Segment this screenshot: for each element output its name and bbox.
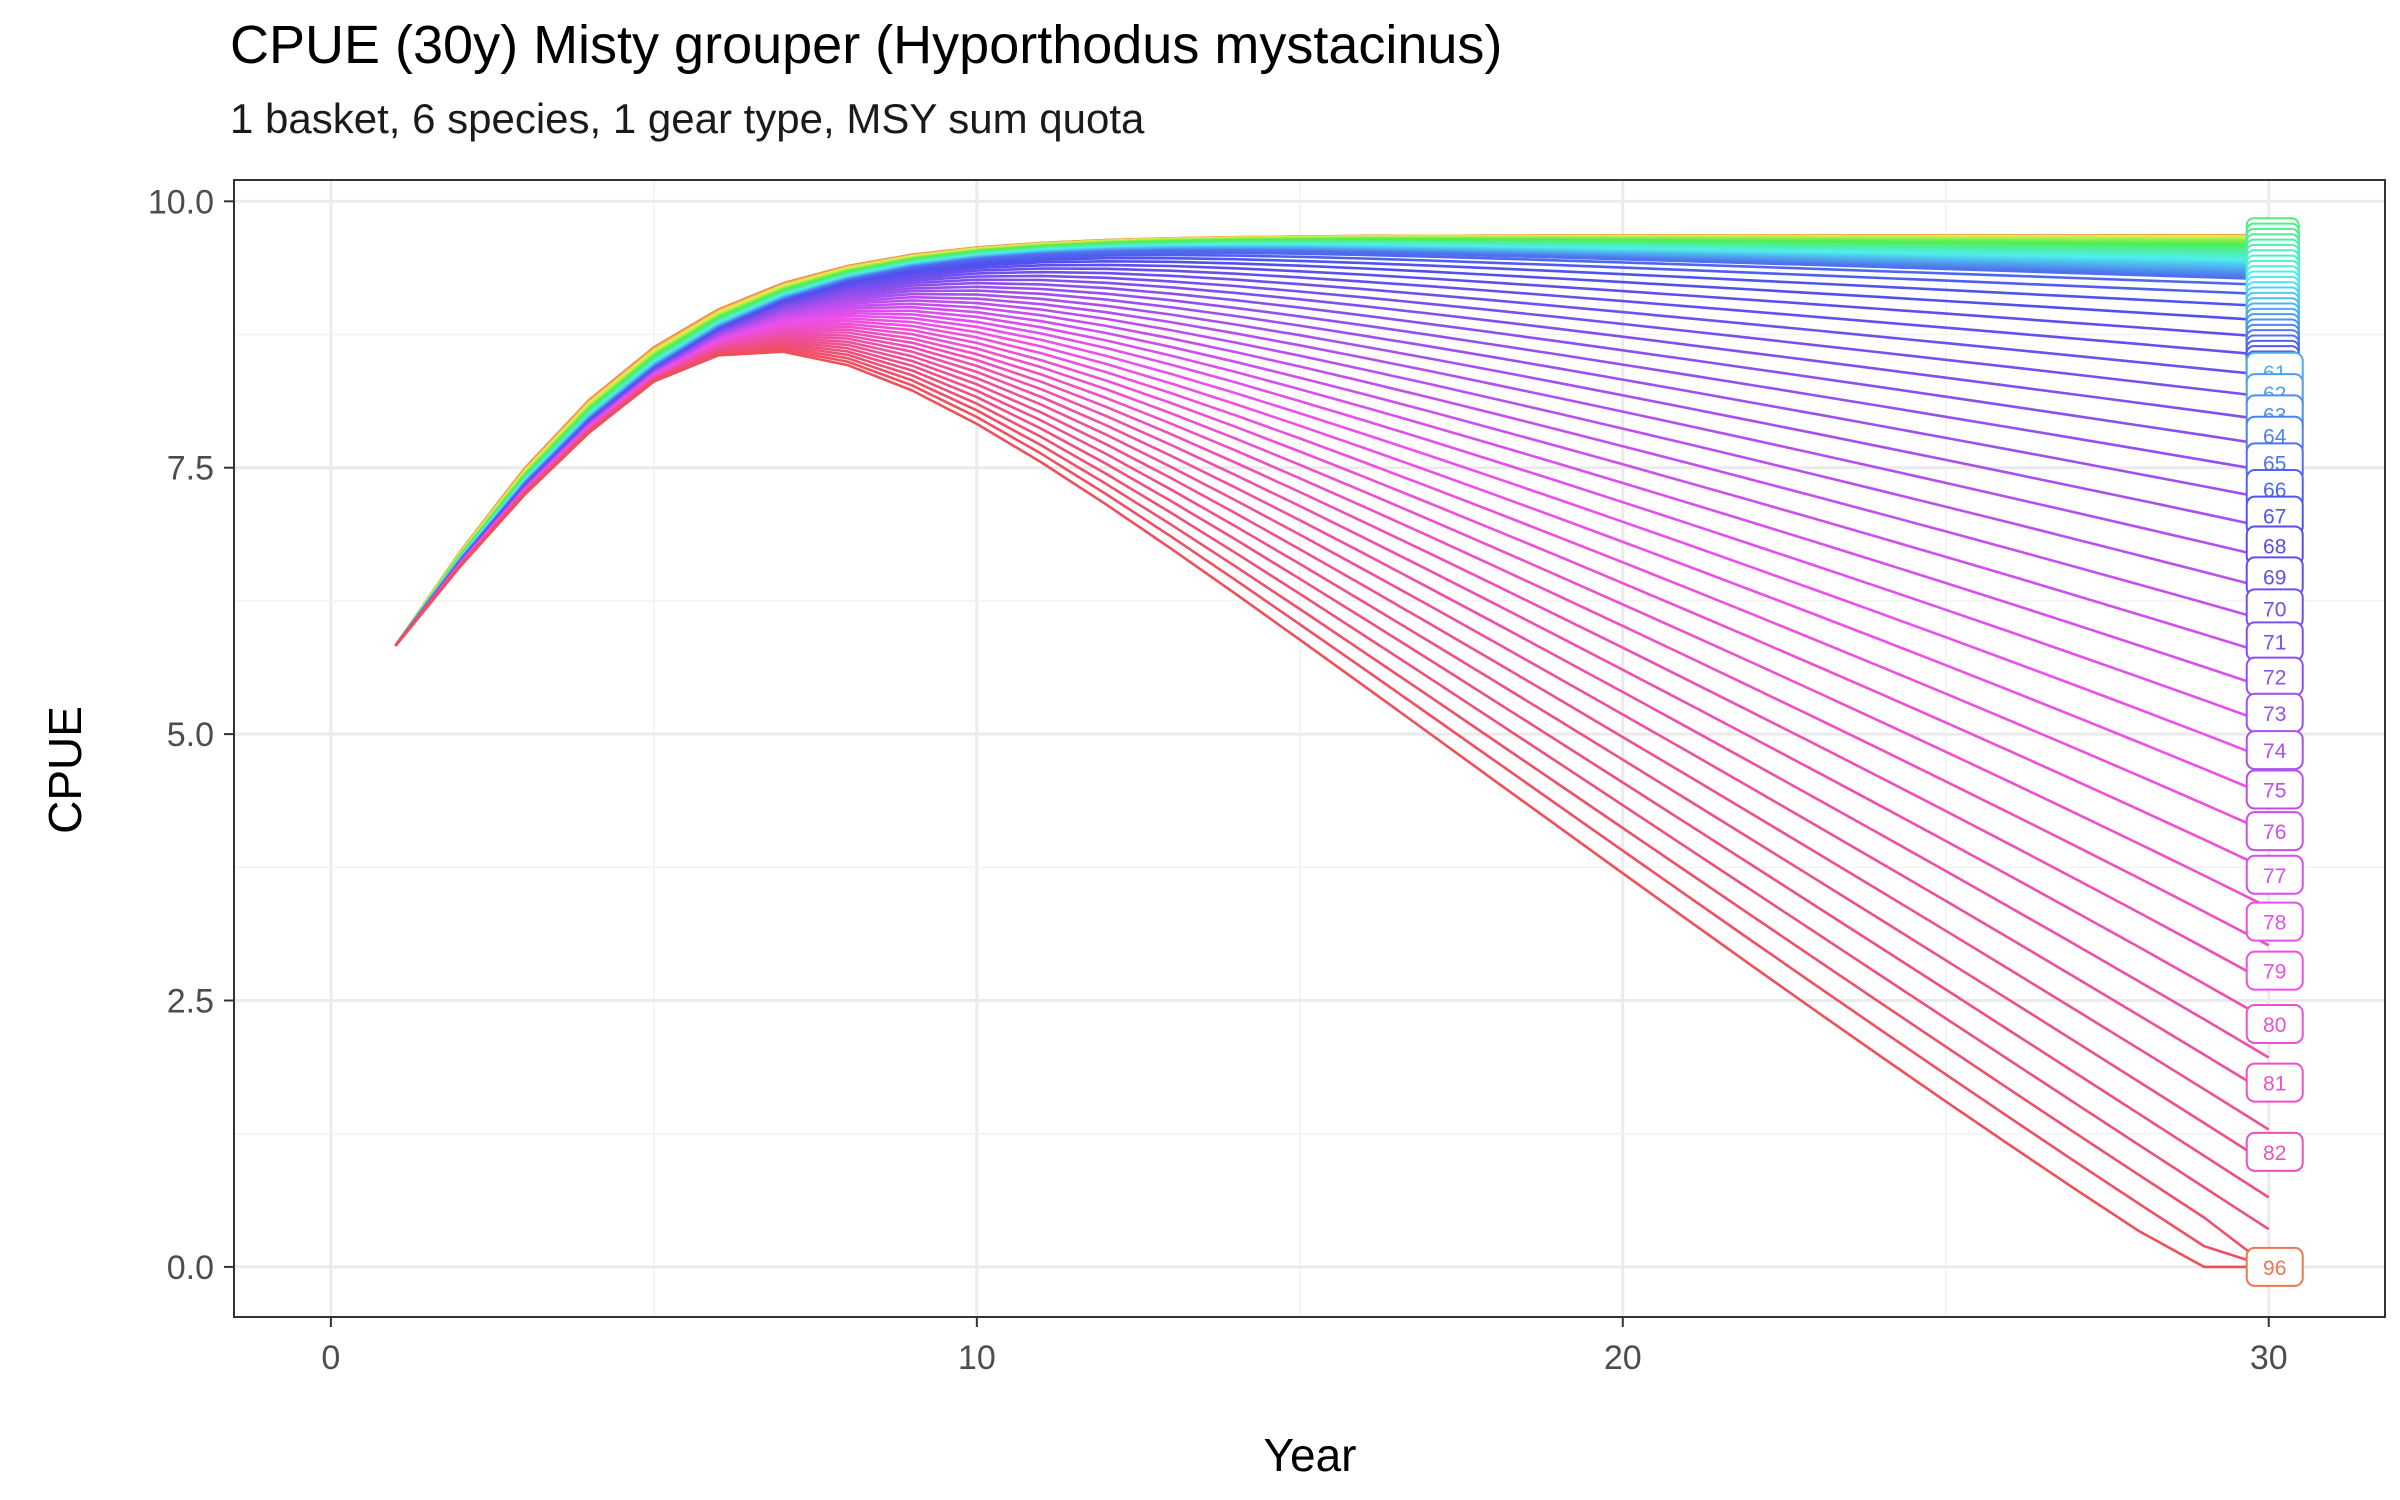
end-label-text: 75 [2263, 780, 2286, 803]
end-label: 67 [2245, 495, 2304, 536]
end-label-box [2245, 811, 2304, 852]
y-tick-label: 2.5 [167, 983, 214, 1021]
end-label-text: 67 [2263, 506, 2286, 529]
end-label: 68 [2245, 525, 2304, 566]
end-label-box [2245, 901, 2304, 942]
y-tick-label: 7.5 [167, 450, 214, 488]
end-label: 77 [2245, 854, 2304, 895]
series-line [394, 317, 2270, 797]
end-label-box [2245, 1246, 2304, 1287]
end-label-text: 74 [2263, 740, 2287, 763]
series-line [394, 248, 2269, 647]
end-label-text: 82 [2263, 1142, 2286, 1165]
panel-border [233, 179, 2386, 1318]
series-line [394, 238, 2269, 647]
series-line [394, 247, 2269, 647]
end-label: 96 [2245, 1246, 2304, 1287]
end-label-text: 81 [2263, 1073, 2286, 1096]
end-label: 81 [2245, 1062, 2304, 1103]
series-line [394, 260, 2269, 647]
end-label: 72 [2245, 656, 2304, 697]
end-label-text: 96 [2263, 1257, 2286, 1280]
series-line [394, 248, 2269, 647]
x-tick-label: 10 [958, 1339, 996, 1377]
end-label-text: 70 [2263, 598, 2286, 621]
end-label: 73 [2245, 692, 2304, 733]
series-line [394, 350, 2269, 1269]
end-label: 71 [2245, 621, 2304, 662]
end-label-text: 69 [2263, 566, 2286, 589]
y-axis-label: CPUE [39, 706, 91, 834]
x-axis-label: Year [1263, 1429, 1357, 1481]
end-label-box [2245, 854, 2304, 895]
x-tick-label: 30 [2250, 1339, 2288, 1377]
end-label: 75 [2245, 769, 2304, 810]
grid-lines [234, 180, 2385, 1317]
end-label-box [2245, 730, 2304, 771]
end-label-box [2245, 769, 2304, 810]
end-label-text: 80 [2263, 1014, 2286, 1037]
x-tick-label: 0 [321, 1339, 340, 1377]
series-lines [394, 234, 2270, 1269]
series-line [394, 248, 2269, 647]
end-label-box [2245, 1003, 2304, 1044]
end-label-text: 71 [2263, 631, 2286, 654]
end-label: 76 [2245, 811, 2304, 852]
end-label: 82 [2245, 1131, 2304, 1172]
end-label-box [2245, 1062, 2304, 1103]
end-label-text: 68 [2263, 536, 2286, 559]
end-label-box [2245, 950, 2304, 991]
series-line [394, 249, 2269, 647]
x-tick-label: 20 [1604, 1339, 1642, 1377]
end-label-text: 72 [2263, 667, 2286, 690]
series-line [394, 270, 2269, 647]
series-line [394, 238, 2269, 647]
end-label-text: 76 [2263, 821, 2286, 844]
y-tick-label: 10.0 [148, 183, 214, 221]
series-line [394, 237, 2269, 647]
series-line [394, 238, 2269, 647]
end-labels: 6162636465666768697071727374757677787980… [2245, 217, 2304, 1287]
y-tick-label: 5.0 [167, 716, 214, 754]
end-label-box [2245, 1131, 2304, 1172]
end-label-text: 77 [2263, 865, 2286, 888]
chart-title: CPUE (30y) Misty grouper (Hyporthodus my… [230, 15, 1503, 75]
series-line [394, 325, 2270, 909]
end-label-text: 78 [2263, 912, 2286, 935]
end-label: 74 [2245, 730, 2304, 771]
end-label-text: 73 [2263, 703, 2286, 726]
end-label: 79 [2245, 950, 2304, 991]
end-label-text: 79 [2263, 961, 2286, 984]
series-line [394, 239, 2269, 647]
axes: 0 10 20 30 0.0 2.5 5.0 7.5 10.0 [148, 183, 2288, 1377]
series-line [394, 328, 2270, 947]
end-label: 80 [2245, 1003, 2304, 1044]
series-line [394, 247, 2269, 647]
end-label: 78 [2245, 901, 2304, 942]
series-line [394, 334, 2270, 1059]
series-line [394, 267, 2269, 647]
chart-subtitle: 1 basket, 6 species, 1 gear type, MSY su… [230, 95, 1145, 142]
series-line [394, 331, 2270, 985]
series-line [394, 238, 2269, 647]
y-tick-label: 0.0 [167, 1249, 214, 1287]
series-line [394, 249, 2269, 647]
series-line [394, 237, 2269, 647]
